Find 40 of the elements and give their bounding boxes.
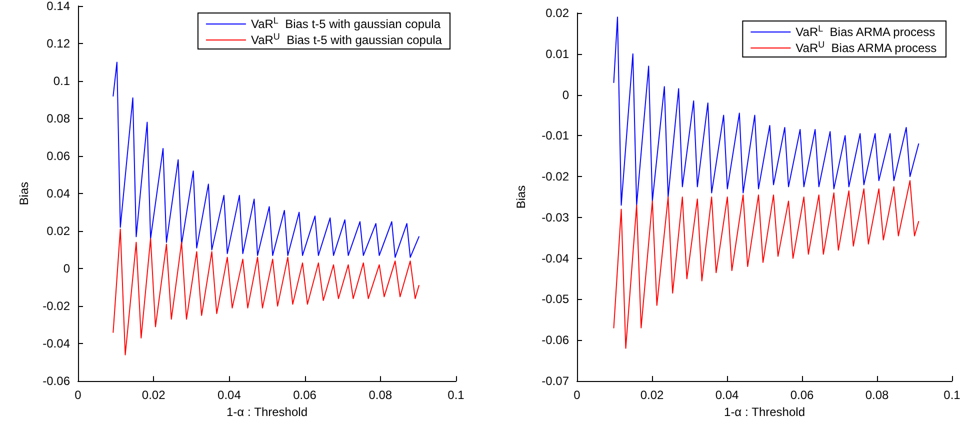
y-tick-label: -0.07: [542, 374, 570, 388]
y-tick-label: -0.02: [42, 299, 70, 314]
y-tick-label: 0.12: [46, 36, 70, 51]
x-tick-label: 0.02: [640, 388, 664, 402]
y-tick-label: 0.06: [46, 149, 70, 164]
y-tick-label: 0.01: [546, 46, 570, 61]
y-tick-label: -0.04: [542, 251, 570, 266]
x-tick-label: 0.04: [218, 388, 242, 402]
y-tick-label: 0: [562, 88, 570, 102]
y-axis-title: Bias: [514, 185, 528, 209]
x-tick-label: 0.06: [293, 388, 317, 402]
x-axis-title: 1-α : Threshold: [724, 404, 805, 419]
x-tick-label: 0.08: [368, 388, 392, 402]
x-tick-label: 0.04: [715, 388, 739, 402]
x-tick-label: 0.1: [448, 388, 465, 402]
y-tick-label: 0: [63, 262, 70, 276]
x-tick-label: 0.08: [865, 388, 889, 402]
y-tick-label: -0.01: [542, 128, 570, 143]
x-tick-label: 0.02: [142, 388, 166, 402]
x-tick-label: 0: [74, 388, 82, 402]
y-tick-label: -0.04: [42, 336, 70, 351]
y-tick-label: 0.02: [546, 6, 570, 20]
y-tick-label: -0.02: [542, 170, 570, 184]
y-tick-label: -0.06: [42, 374, 70, 388]
x-tick-label: 0.06: [790, 388, 814, 402]
x-axis-title: 1-α : Threshold: [226, 405, 308, 419]
y-tick-label: -0.06: [542, 333, 570, 348]
y-tick-label: 0.08: [46, 112, 70, 126]
line-series: [613, 180, 920, 349]
x-tick-label: 0.1: [944, 388, 961, 402]
y-tick-label: -0.03: [542, 210, 570, 224]
line-series: [112, 228, 420, 356]
y-tick-label: 0.14: [46, 0, 70, 13]
line-series: [112, 62, 420, 258]
y-tick-label: 0.1: [53, 74, 70, 88]
y-tick-label: 0.04: [46, 186, 70, 201]
x-tick-label: 0: [574, 388, 581, 402]
y-axis-title: Bias: [17, 182, 31, 206]
y-tick-label: 0.02: [46, 224, 70, 238]
y-tick-label: -0.05: [542, 292, 570, 306]
